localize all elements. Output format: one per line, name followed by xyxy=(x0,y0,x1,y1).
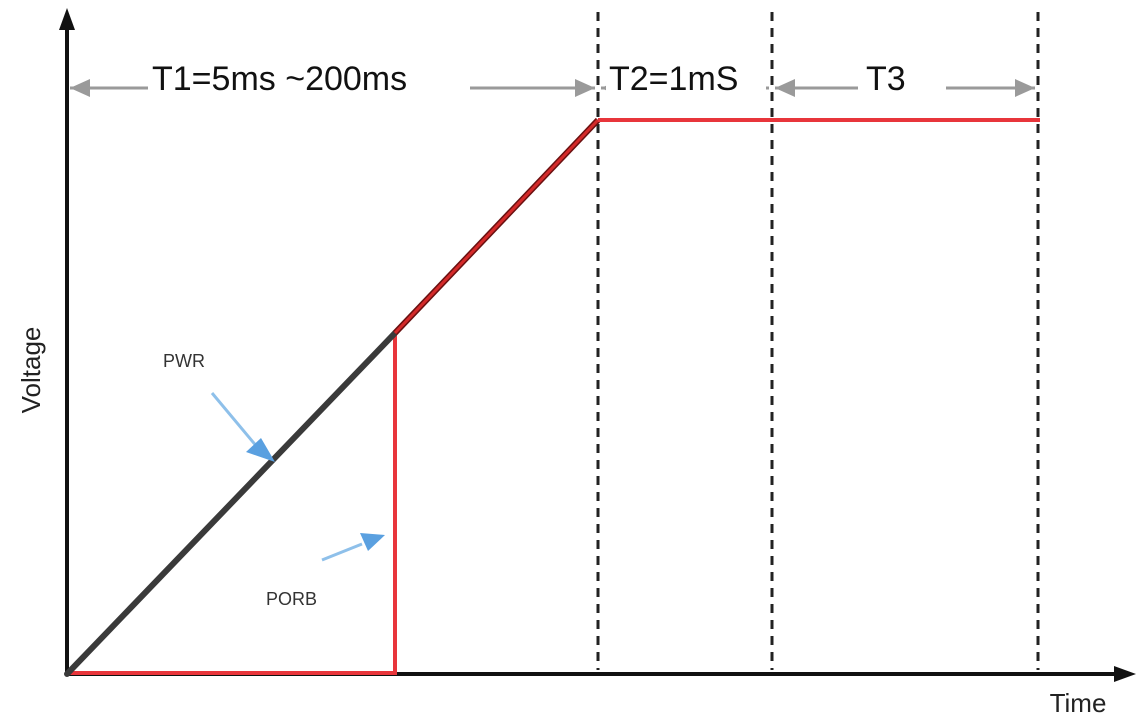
pwr-label: PWR xyxy=(163,351,205,371)
ramp-upper-red xyxy=(393,118,600,335)
porb-pointer-arrowhead xyxy=(360,533,385,551)
y-axis-label: Voltage xyxy=(16,327,46,414)
x-axis-label: Time xyxy=(1050,688,1107,718)
interval-label-t1: T1=5ms ~200ms xyxy=(152,60,407,98)
interval-label-t2: T2=1mS xyxy=(609,60,738,98)
interval-label-t3: T3 xyxy=(866,60,906,98)
porb-waveform xyxy=(67,333,397,675)
pwr-ramp xyxy=(64,330,398,677)
porb-pointer-arrow xyxy=(321,533,385,562)
boundary-lines xyxy=(596,12,1040,670)
x-axis-arrowhead xyxy=(1114,666,1136,682)
porb-signal xyxy=(67,333,397,675)
y-axis-arrowhead xyxy=(59,8,75,30)
t3-right-arrowhead xyxy=(1015,79,1035,97)
pwr-pointer-arrow xyxy=(210,392,275,462)
porb-label: PORB xyxy=(266,589,317,609)
t1-right-arrowhead xyxy=(575,79,595,97)
t3-left-arrowhead xyxy=(775,79,795,97)
t1-left-arrowhead xyxy=(70,79,90,97)
pwr-pointer-arrowhead xyxy=(246,438,275,462)
